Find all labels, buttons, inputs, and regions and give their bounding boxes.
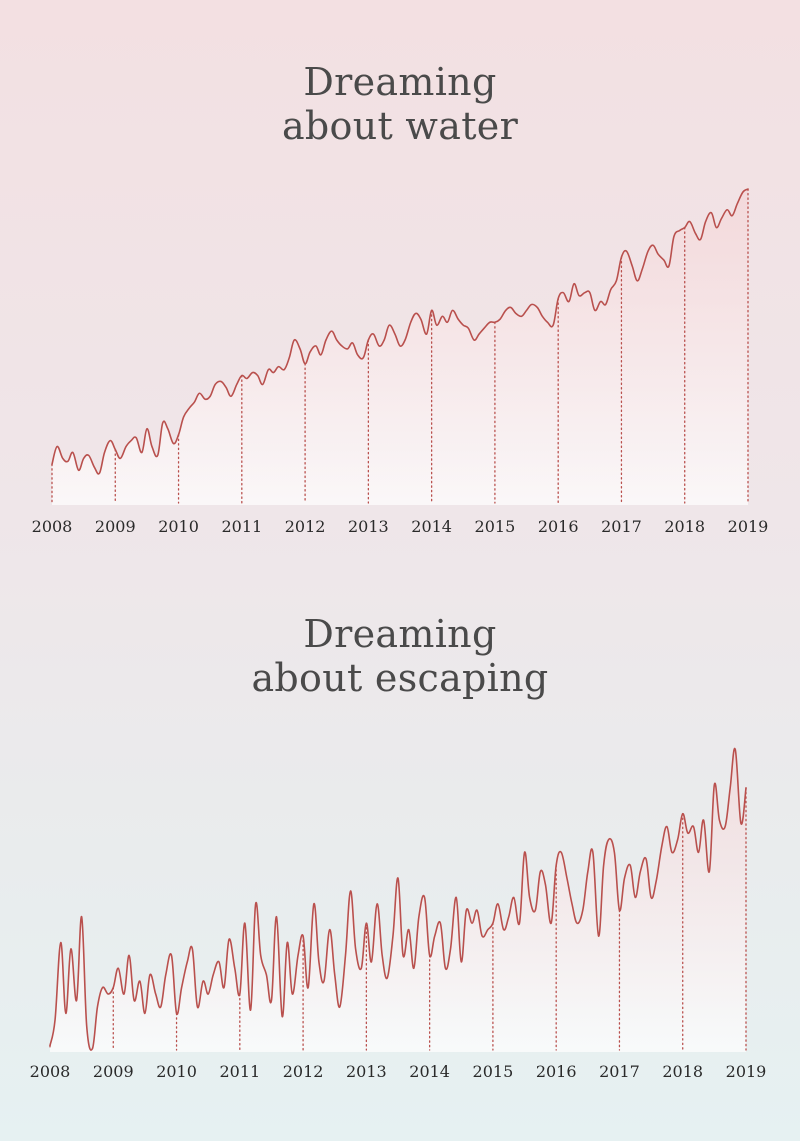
x-tick-label-water-2012: 2012 bbox=[285, 517, 326, 536]
x-tick-label-escaping-2010: 2010 bbox=[156, 1062, 197, 1081]
area-fill-water bbox=[52, 189, 748, 505]
chart-title-water-line-2: about water bbox=[281, 104, 519, 148]
chart-title-escaping-line-2: about escaping bbox=[251, 656, 549, 700]
x-tick-label-water-2015: 2015 bbox=[475, 517, 516, 536]
series-line-escaping bbox=[49, 747, 747, 1051]
x-tick-label-water-2011: 2011 bbox=[221, 517, 262, 536]
x-tick-label-escaping-2017: 2017 bbox=[599, 1062, 640, 1081]
x-tick-label-water-2014: 2014 bbox=[411, 517, 452, 536]
x-tick-label-water-2019: 2019 bbox=[728, 517, 769, 536]
chart-title-water-line-1: Dreaming bbox=[303, 60, 497, 104]
series-line-water bbox=[51, 188, 749, 475]
x-tick-label-escaping-2009: 2009 bbox=[93, 1062, 134, 1081]
x-tick-label-escaping-2018: 2018 bbox=[662, 1062, 703, 1081]
area-fill-escaping bbox=[50, 748, 746, 1052]
x-tick-label-water-2018: 2018 bbox=[664, 517, 705, 536]
chart-title-escaping-line-1: Dreaming bbox=[303, 612, 497, 656]
x-tick-label-water-2016: 2016 bbox=[538, 517, 579, 536]
x-tick-label-water-2008: 2008 bbox=[32, 517, 73, 536]
x-tick-label-escaping-2015: 2015 bbox=[473, 1062, 514, 1081]
x-tick-label-escaping-2016: 2016 bbox=[536, 1062, 577, 1081]
chart-escaping: 2008 2009 2010 2011 2012 2013 2014 2015 2016 2017… bbox=[30, 747, 767, 1081]
x-tick-label-escaping-2019: 2019 bbox=[726, 1062, 767, 1081]
x-tick-label-water-2010: 2010 bbox=[158, 517, 199, 536]
chart-title-escaping: Dreaming about escaping bbox=[0, 612, 800, 700]
x-tick-label-escaping-2012: 2012 bbox=[283, 1062, 324, 1081]
x-tick-label-water-2017: 2017 bbox=[601, 517, 642, 536]
x-tick-label-escaping-2013: 2013 bbox=[346, 1062, 387, 1081]
x-tick-label-water-2009: 2009 bbox=[95, 517, 136, 536]
x-tick-label-water-2013: 2013 bbox=[348, 517, 389, 536]
x-tick-label-escaping-2014: 2014 bbox=[409, 1062, 450, 1081]
x-tick-label-escaping-2008: 2008 bbox=[30, 1062, 71, 1081]
chart-title-water: Dreaming about water bbox=[0, 60, 800, 148]
chart-water: 2008 2009 2010 2011 2012 2013 2014 2015 2016 2017… bbox=[32, 188, 769, 536]
x-tick-label-escaping-2011: 2011 bbox=[219, 1062, 260, 1081]
